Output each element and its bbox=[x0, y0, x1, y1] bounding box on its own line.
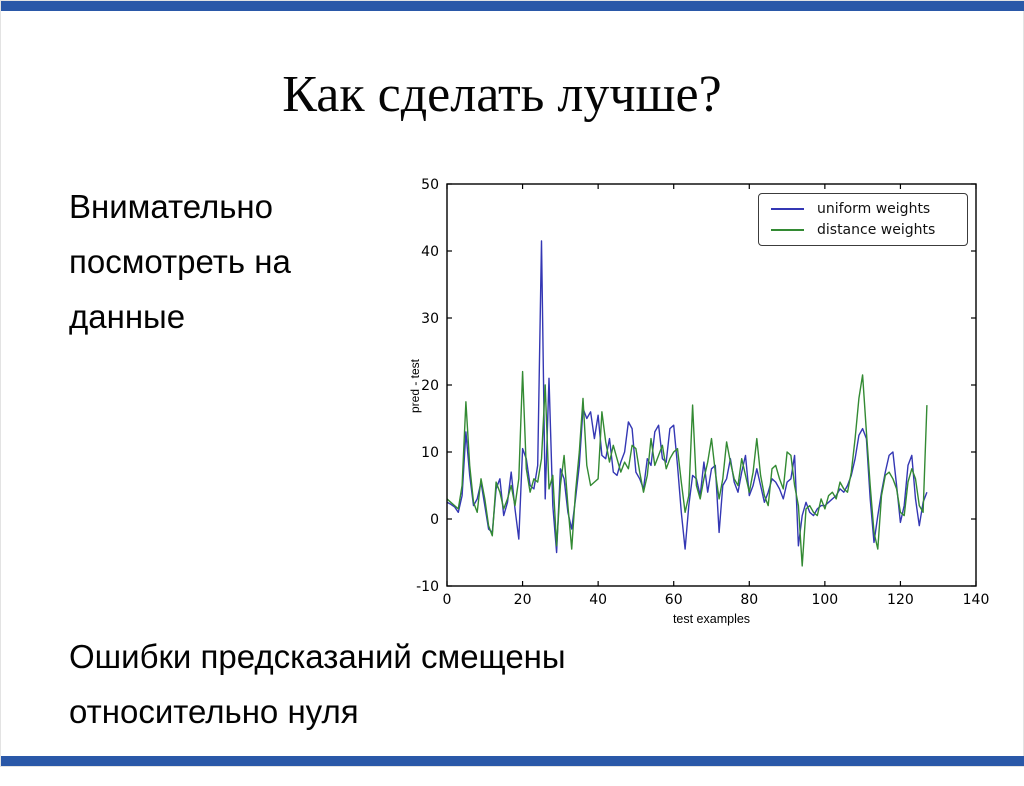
svg-text:50: 50 bbox=[421, 177, 439, 193]
legend-row-distance: distance weights bbox=[759, 220, 967, 240]
bottom-accent-bar bbox=[1, 756, 1024, 766]
top-accent-bar bbox=[1, 1, 1024, 11]
distance-weights-line-swatch bbox=[771, 229, 804, 231]
svg-text:-10: -10 bbox=[416, 579, 439, 595]
x-axis-label: test examples bbox=[672, 612, 751, 626]
svg-text:20: 20 bbox=[421, 378, 439, 394]
svg-text:140: 140 bbox=[963, 592, 990, 608]
uniform-weights-line-swatch bbox=[771, 208, 804, 210]
svg-text:40: 40 bbox=[589, 592, 607, 608]
svg-text:100: 100 bbox=[811, 592, 838, 608]
chart-legend: uniform weights distance weights bbox=[758, 193, 968, 246]
svg-text:30: 30 bbox=[421, 311, 439, 327]
svg-text:20: 20 bbox=[514, 592, 532, 608]
svg-text:80: 80 bbox=[740, 592, 758, 608]
svg-text:60: 60 bbox=[665, 592, 683, 608]
error-chart-figure: 0 20 40 60 80 100 120 140 -10 0 10 20 30 40 50 pred - … bbox=[381, 161, 1001, 641]
svg-text:0: 0 bbox=[430, 512, 439, 528]
slide-title: Как сделать лучше? bbox=[282, 66, 722, 123]
bottom-note-text: Ошибки предсказаний смещены относительно… bbox=[69, 638, 566, 730]
legend-label-distance: distance weights bbox=[817, 222, 936, 238]
svg-text:120: 120 bbox=[887, 592, 914, 608]
legend-label-uniform: uniform weights bbox=[817, 201, 931, 217]
svg-text:40: 40 bbox=[421, 244, 439, 260]
svg-text:0: 0 bbox=[443, 592, 452, 608]
slide: { "slide": { "title": "Как сделать лучше… bbox=[0, 0, 1024, 767]
left-note-text: Внимательно посмотреть на данные bbox=[69, 188, 291, 335]
svg-text:10: 10 bbox=[421, 445, 439, 461]
legend-row-uniform: uniform weights bbox=[759, 199, 967, 219]
